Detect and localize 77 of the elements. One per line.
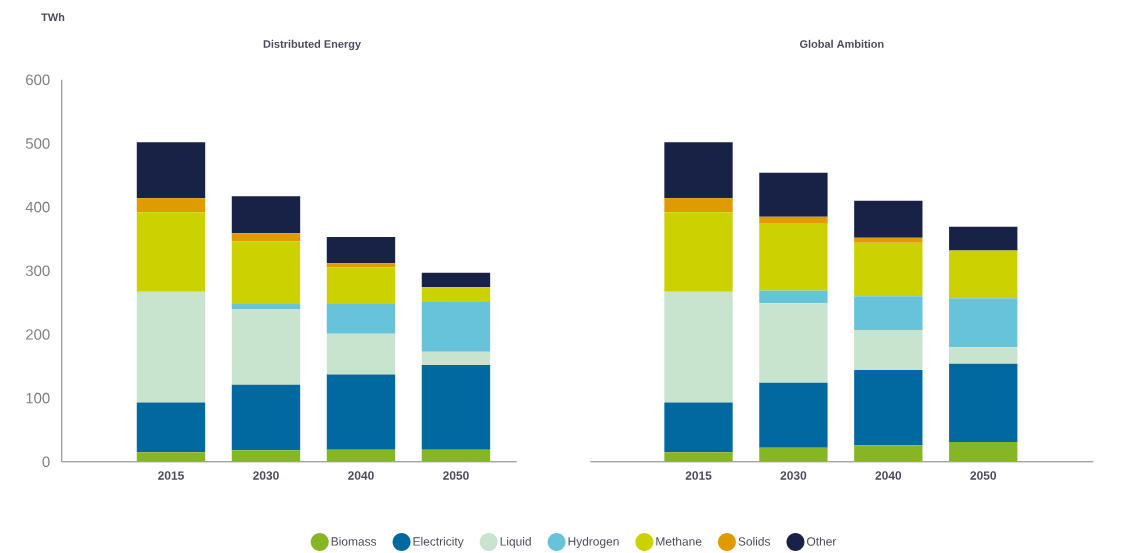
bar (231, 241, 301, 304)
bar (759, 216, 828, 224)
x-tick-label: 2030 (253, 471, 279, 480)
bar (949, 347, 1018, 364)
bar (231, 303, 301, 309)
y-tick-label: 600 (26, 74, 50, 86)
bar (949, 298, 1018, 348)
bar (854, 200, 923, 238)
bar (136, 402, 206, 453)
bar (326, 374, 396, 450)
y-axis-title: TWh (41, 13, 65, 21)
bar (326, 237, 396, 264)
legend-label: Other (807, 536, 837, 546)
chart-title: Global Ambition (799, 39, 884, 48)
bar (664, 402, 733, 453)
bar (421, 272, 491, 288)
bar (231, 233, 301, 242)
bar (664, 142, 733, 199)
bar (854, 296, 923, 330)
bar (759, 172, 828, 217)
bar (854, 370, 923, 446)
x-tick-label: 2050 (443, 471, 469, 480)
bar (231, 384, 301, 451)
y-tick-label: 200 (26, 329, 50, 340)
legend-label: Solids (738, 536, 771, 546)
bar (421, 351, 491, 366)
bar (759, 303, 828, 383)
legend-label: Liquid (500, 536, 531, 549)
y-tick-label: 400 (25, 201, 50, 213)
chart-title: Distributed Energy (263, 39, 361, 51)
x-tick-label: 2040 (875, 471, 902, 480)
bar (854, 242, 923, 297)
bar (664, 198, 733, 213)
bar (231, 450, 301, 462)
bar (136, 198, 206, 213)
legend-label: Biomass (331, 536, 377, 546)
bar (136, 291, 206, 403)
bar (664, 452, 733, 462)
bar (421, 449, 491, 462)
x-tick-label: 2015 (158, 471, 184, 480)
bar (136, 452, 206, 462)
bar (949, 442, 1018, 462)
y-tick-label: 500 (25, 138, 50, 149)
bar (664, 212, 733, 292)
bar (326, 267, 396, 304)
bar (421, 365, 491, 450)
legend-label: Hydrogen (568, 536, 619, 549)
legend-label: Methane (656, 536, 702, 546)
bar (231, 196, 301, 234)
bar (759, 223, 828, 291)
bar (136, 212, 206, 292)
bar (949, 250, 1018, 299)
bar (759, 382, 828, 448)
bar (854, 237, 923, 243)
x-tick-label: 2050 (970, 471, 997, 480)
bar (421, 301, 491, 352)
bar (759, 447, 828, 462)
y-tick-label: 300 (25, 265, 50, 277)
y-tick-label: 0 (42, 456, 50, 468)
bar (664, 291, 733, 403)
bar (759, 290, 828, 304)
bar (421, 287, 491, 302)
bar (854, 445, 923, 462)
bar (326, 263, 396, 268)
x-tick-label: 2040 (348, 471, 374, 480)
bar (949, 363, 1018, 443)
bar (326, 333, 396, 375)
bar (326, 449, 396, 462)
bar (136, 142, 206, 199)
x-tick-label: 2015 (685, 471, 712, 480)
bar (854, 329, 923, 371)
bar (949, 226, 1018, 251)
bar (231, 308, 301, 385)
bar (326, 303, 396, 334)
x-tick-label: 2030 (780, 471, 807, 480)
y-tick-label: 100 (26, 392, 50, 404)
legend-label: Electricity (413, 536, 464, 549)
